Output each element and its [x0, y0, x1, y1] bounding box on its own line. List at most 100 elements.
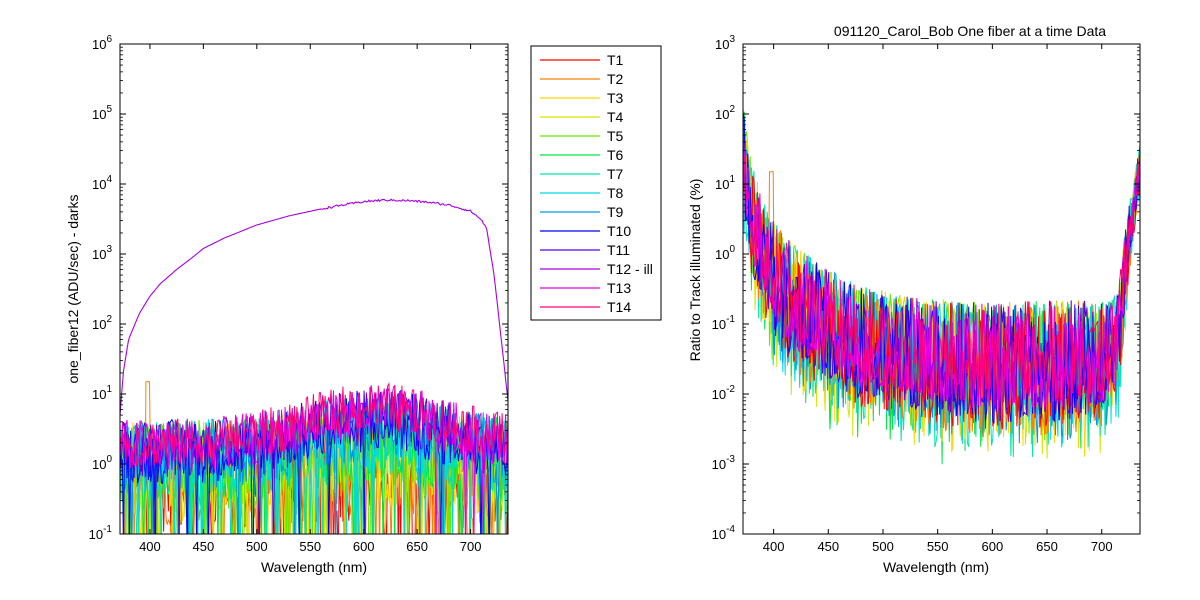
- right-y-tick: 101: [715, 174, 1140, 192]
- right-y-axis-ticks: 10-4 10-3 10-2 10-1 100 101 102 103: [712, 34, 1140, 542]
- left-y-tick-label: 105: [92, 104, 112, 122]
- right-y-tick-label: 10-3: [712, 454, 736, 472]
- right-series-line-13: [743, 106, 1140, 410]
- legend-label: T3: [607, 90, 624, 106]
- left-series-line-14: [120, 382, 508, 467]
- right-x-tick-label: 600: [982, 539, 1004, 554]
- right-y-tick-label: 100: [715, 244, 735, 262]
- left-x-tick-label: 500: [246, 539, 268, 554]
- right-y-tick: 103: [715, 34, 1140, 52]
- right-plot-frame: [742, 43, 1141, 535]
- left-x-tick-label: 650: [406, 539, 428, 554]
- left-x-tick: 500: [246, 44, 268, 554]
- left-x-tick-label: 700: [460, 539, 482, 554]
- right-x-tick: 400: [763, 44, 785, 554]
- right-series-line-14: [743, 120, 1140, 403]
- left-y-tick: 103: [92, 244, 508, 262]
- legend-entry: T5: [540, 128, 624, 144]
- legend-entry: T14: [540, 299, 631, 315]
- left-y-tick: 100: [92, 454, 508, 472]
- legend-label: T2: [607, 71, 624, 87]
- legend-label: T12 - ill: [607, 261, 653, 277]
- left-y-tick-label: 102: [92, 314, 112, 332]
- left-x-tick-label: 550: [299, 539, 321, 554]
- left-y-axis-ticks: 10-1 100 101 102 103 104 105 106: [89, 34, 508, 542]
- left-y-tick-label: 10-1: [89, 524, 113, 542]
- left-y-tick-label: 101: [92, 384, 112, 402]
- left-x-tick-label: 600: [353, 539, 375, 554]
- left-x-tick: 650: [406, 44, 428, 554]
- right-y-tick-label: 10-2: [712, 384, 736, 402]
- left-x-axis-label: Wavelength (nm): [261, 559, 367, 575]
- left-plot-lines: [120, 198, 508, 534]
- legend-entry: T4: [540, 109, 624, 125]
- legend-entry: T1: [540, 52, 624, 68]
- legend-label: T10: [607, 223, 631, 239]
- right-y-tick-label: 10-1: [712, 314, 736, 332]
- left-y-tick: 102: [92, 314, 508, 332]
- right-y-tick: 10-2: [712, 384, 1140, 402]
- left-x-tick: 450: [193, 44, 215, 554]
- right-y-tick-label: 102: [715, 104, 735, 122]
- left-y-tick-label: 103: [92, 244, 112, 262]
- right-x-tick-label: 500: [872, 539, 894, 554]
- right-x-tick: 700: [1091, 44, 1113, 554]
- legend-label: T13: [607, 280, 631, 296]
- right-series-line-11: [743, 108, 1140, 416]
- legend-label: T6: [607, 147, 624, 163]
- legend-label: T7: [607, 166, 624, 182]
- right-x-tick: 600: [982, 44, 1004, 554]
- right-plot: 400 450 500 550 600 650 700 10-410-310-210-110…: [687, 23, 1141, 575]
- legend-entry: T6: [540, 147, 624, 163]
- left-x-tick: 550: [299, 44, 321, 554]
- right-y-tick: 100: [715, 244, 1140, 262]
- left-plot: 400 450 500 550 600 650 700 10-110010110210310…: [65, 34, 509, 575]
- right-y-tick-label: 103: [715, 34, 735, 52]
- left-y-tick: 106: [92, 34, 508, 52]
- legend-entry: T13: [540, 280, 631, 296]
- left-x-tick-label: 400: [139, 539, 161, 554]
- left-y-axis-label: one_fiber12 (ADU/sec) - darks: [65, 194, 81, 383]
- legend-entry: T11: [540, 242, 630, 258]
- left-y-tick: 101: [92, 384, 508, 402]
- left-y-tick-label: 104: [92, 174, 112, 192]
- legend-entry: T8: [540, 185, 624, 201]
- legend-label: T4: [607, 109, 624, 125]
- legend-entry: T3: [540, 90, 624, 106]
- right-x-axis-label: Wavelength (nm): [883, 559, 989, 575]
- legend-box: [530, 45, 662, 321]
- legend-entry: T7: [540, 166, 624, 182]
- right-y-tick-label: 10-4: [712, 524, 736, 542]
- right-x-tick-label: 650: [1036, 539, 1058, 554]
- right-x-tick: 550: [927, 44, 949, 554]
- legend-entry: T2: [540, 71, 624, 87]
- right-x-tick-label: 400: [763, 539, 785, 554]
- legend-entry: T9: [540, 204, 624, 220]
- right-x-tick: 500: [872, 44, 894, 554]
- left-x-axis-ticks: 400 450 500 550 600 650 700: [139, 44, 481, 554]
- right-y-tick-label: 101: [715, 174, 735, 192]
- legend-entry: T10: [540, 223, 631, 239]
- right-x-axis-ticks: 400 450 500 550 600 650 700: [763, 44, 1113, 554]
- legend-label: T11: [607, 242, 630, 258]
- right-y-tick: 10-4: [712, 524, 1140, 542]
- right-y-axis-label: Ratio to Track illuminated (%): [687, 179, 703, 362]
- legend-label: T8: [607, 185, 624, 201]
- right-x-tick-label: 550: [927, 539, 949, 554]
- legend-label: T1: [607, 52, 624, 68]
- right-y-tick: 10-3: [712, 454, 1140, 472]
- left-x-tick-label: 450: [193, 539, 215, 554]
- left-x-tick: 600: [353, 44, 375, 554]
- left-y-tick: 105: [92, 104, 508, 122]
- left-x-tick: 700: [460, 44, 482, 554]
- legend-entry: T12 - ill: [540, 261, 653, 277]
- legend-label: T5: [607, 128, 624, 144]
- right-y-tick: 102: [715, 104, 1140, 122]
- right-plot-lines: [743, 106, 1140, 465]
- right-y-tick: 10-1: [712, 314, 1140, 332]
- left-plot-frame: [119, 43, 509, 535]
- legend-label: T9: [607, 204, 624, 220]
- left-y-tick: 10-1: [89, 524, 508, 542]
- legend: T1 T2 T3 T4 T5 T6 T7 T8 T9 T10 T11 T12 - ill T13 T14: [530, 45, 662, 321]
